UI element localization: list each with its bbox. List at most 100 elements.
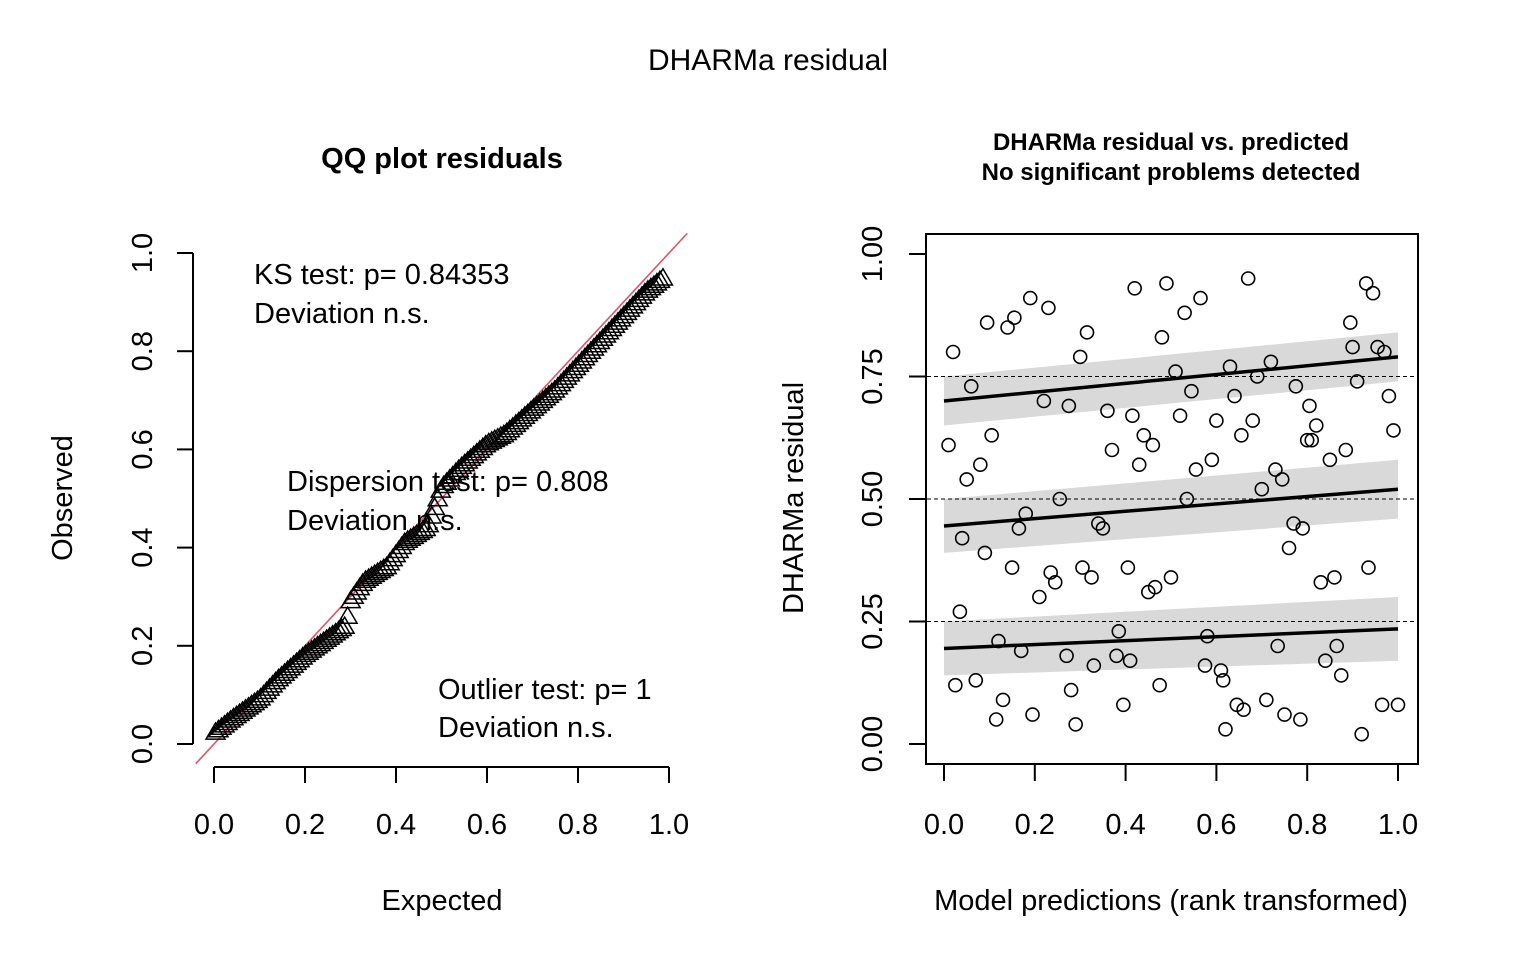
residual-point [1018, 506, 1034, 522]
residual-point [954, 530, 970, 546]
residual-point [1286, 516, 1301, 531]
quantile-confidence-band [944, 597, 1398, 676]
qq-point [204, 721, 227, 740]
ks-deviation-text: Deviation n.s. [254, 298, 430, 330]
qq-point [240, 694, 263, 713]
qq-point [438, 468, 461, 487]
residual-point [1308, 418, 1324, 433]
residual-point [1193, 290, 1208, 306]
qq-point [547, 376, 569, 395]
residual-point [977, 545, 993, 561]
dispersion-deviation-text: Deviation n.s. [287, 505, 463, 537]
residual-point [1095, 521, 1111, 536]
residual-x-tick-label: 0.2 [1015, 809, 1055, 841]
residual-point [1390, 697, 1406, 713]
qq-point [336, 605, 359, 625]
residual-point [991, 633, 1006, 649]
residual-plot-title: DHARMa residual vs. predicted [993, 129, 1349, 156]
residual-point [1227, 388, 1242, 404]
qq-point [628, 288, 650, 308]
figure-title: DHARMa residual [648, 44, 888, 77]
residual-point [952, 604, 968, 620]
residual-point [1327, 570, 1342, 585]
qq-point [601, 317, 623, 337]
qq-point [372, 557, 395, 577]
qq-point [435, 471, 458, 490]
residual-point [1197, 658, 1213, 673]
residual-point [1377, 344, 1392, 360]
residual-point [945, 344, 961, 360]
residual-plot-subtitle: No significant problems detected [982, 159, 1361, 186]
residual-point [1386, 423, 1401, 438]
quantile-fit-line [943, 487, 1399, 528]
residual-point [995, 692, 1011, 708]
qq-point [565, 356, 587, 376]
residual-point [1213, 663, 1229, 678]
residual-point [968, 672, 984, 688]
residual-point [1365, 285, 1381, 301]
qq-point [261, 674, 284, 693]
residual-point [1293, 712, 1308, 727]
qq-point [541, 381, 563, 401]
qq-point [556, 366, 578, 385]
residual-point [1270, 638, 1285, 654]
qq-point [291, 646, 314, 665]
residual-point [1047, 574, 1063, 590]
qq-point [550, 372, 572, 392]
residual-point [1249, 369, 1265, 384]
residual-y-tick-label: 0.75 [857, 348, 889, 404]
qq-point [405, 523, 428, 543]
residual-point [1104, 442, 1120, 458]
qq-point [562, 359, 584, 379]
residual-x-tick-label: 0.4 [1105, 809, 1145, 841]
residual-point [1091, 516, 1106, 531]
residual-point [1338, 442, 1354, 458]
residual-point [1236, 702, 1251, 718]
qq-x-tick-label: 0.8 [558, 809, 598, 841]
residual-point [1263, 354, 1279, 370]
qq-point [622, 295, 644, 314]
residual-point [1277, 707, 1292, 722]
residual-point [1302, 398, 1317, 414]
qq-point [553, 369, 575, 389]
residual-point [1000, 320, 1015, 335]
qq-point [258, 677, 281, 696]
residual-point [1209, 413, 1224, 428]
residual-point [1295, 521, 1310, 536]
residual-point [1184, 383, 1199, 399]
qq-axes: 0.0 0.2 0.4 0.6 0.8 1.0 0.0 0.2 0.4 0.6 0.8 1.0 [127, 233, 689, 841]
residual-y-tick-label: 1.00 [857, 226, 889, 282]
qq-point [216, 711, 239, 731]
residual-point [1177, 305, 1192, 321]
ks-test-text: KS test: p= 0.84353 [254, 259, 510, 291]
qq-point [411, 519, 434, 539]
qq-point [544, 379, 566, 398]
residual-point [1329, 638, 1345, 654]
residual-point [1059, 648, 1074, 664]
qq-point [619, 298, 641, 317]
residual-point [1259, 692, 1274, 708]
residual-point [1025, 707, 1040, 722]
qq-point [577, 343, 599, 363]
residual-point [1163, 570, 1179, 585]
qq-y-axis-label: Observed [47, 435, 79, 561]
qq-point [640, 277, 662, 296]
qq-point [237, 696, 260, 715]
qq-point [643, 274, 665, 294]
residual-point [1245, 413, 1261, 428]
residual-point [1318, 653, 1333, 669]
outlier-test-text: Outlier test: p= 1 [438, 674, 652, 706]
outlier-deviation-text: Deviation n.s. [438, 712, 614, 744]
residual-point [1304, 432, 1320, 448]
qq-y-tick-label: 0.4 [127, 527, 159, 567]
residual-point [1041, 300, 1056, 316]
residual-point [973, 457, 988, 473]
qq-point [574, 347, 596, 366]
qq-point [607, 311, 629, 330]
qq-point [625, 291, 647, 311]
residual-point [1109, 648, 1124, 664]
residual-point [1013, 643, 1029, 659]
residual-point [1152, 677, 1167, 693]
qq-point [610, 308, 632, 327]
